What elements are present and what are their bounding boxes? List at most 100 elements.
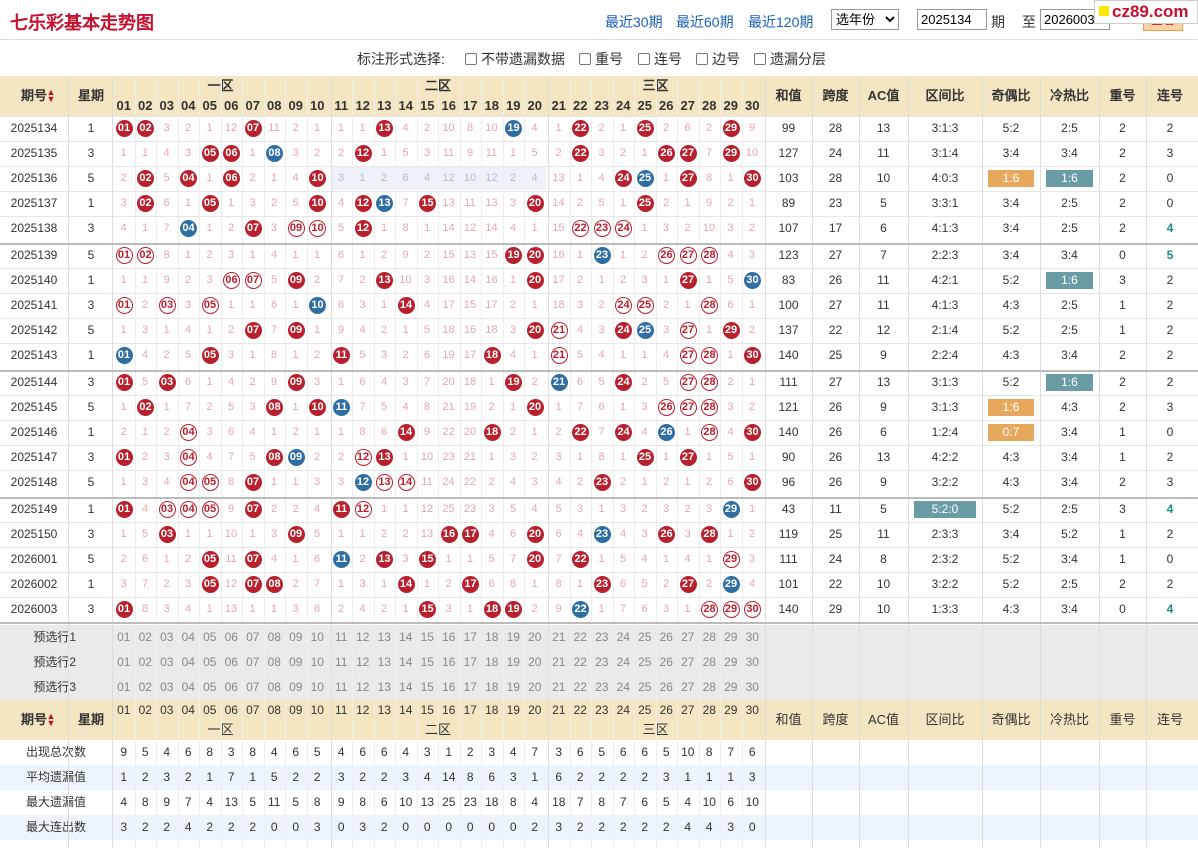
preselect-number[interactable]: 03 [160, 680, 174, 694]
preselect-number[interactable]: 06 [224, 680, 238, 694]
preselect-number[interactable]: 03 [160, 655, 174, 669]
preselect-number[interactable]: 14 [399, 655, 413, 669]
preselect-number[interactable]: 30 [745, 655, 759, 669]
preselect-number[interactable]: 14 [399, 680, 413, 694]
preselect-number[interactable]: 18 [485, 630, 499, 644]
preselect-number[interactable]: 06 [224, 655, 238, 669]
preselect-number[interactable]: 12 [356, 655, 370, 669]
preselect-number[interactable]: 07 [246, 680, 260, 694]
preselect-number[interactable]: 23 [595, 680, 609, 694]
preselect-number[interactable]: 23 [595, 655, 609, 669]
preselect-number[interactable]: 17 [463, 630, 477, 644]
preselect-number[interactable]: 09 [289, 680, 303, 694]
preselect-number[interactable]: 19 [506, 630, 520, 644]
recent-60-link[interactable]: 最近60期 [676, 14, 734, 30]
preselect-number[interactable]: 25 [638, 655, 652, 669]
preselect-number[interactable]: 24 [616, 655, 630, 669]
preselect-number[interactable]: 20 [528, 630, 542, 644]
preselect-number[interactable]: 28 [702, 680, 716, 694]
preselect-number[interactable]: 25 [638, 630, 652, 644]
preselect-number[interactable]: 24 [616, 630, 630, 644]
to-issue-input[interactable] [1040, 9, 1110, 30]
opt-no-miss[interactable]: 不带遗漏数据 [465, 49, 565, 69]
preselect-number[interactable]: 30 [745, 680, 759, 694]
preselect-number[interactable]: 06 [224, 630, 238, 644]
preselect-number[interactable]: 23 [595, 630, 609, 644]
checkbox-icon[interactable] [696, 53, 708, 65]
preselect-number[interactable]: 01 [117, 680, 131, 694]
issue-header[interactable]: 期号 [20, 88, 47, 103]
preselect-number[interactable]: 17 [463, 680, 477, 694]
preselect-number[interactable]: 29 [724, 680, 738, 694]
preselect-number[interactable]: 11 [335, 655, 348, 669]
preselect-number[interactable]: 03 [160, 630, 174, 644]
checkbox-icon[interactable] [465, 53, 477, 65]
preselect-number[interactable]: 05 [203, 680, 217, 694]
opt-consecutive[interactable]: 连号 [638, 49, 682, 69]
opt-repeat[interactable]: 重号 [579, 49, 623, 69]
preselect-number[interactable]: 28 [702, 630, 716, 644]
preselect-number[interactable]: 14 [399, 630, 413, 644]
preselect-number[interactable]: 16 [442, 630, 456, 644]
preselect-number[interactable]: 09 [289, 655, 303, 669]
preselect-number[interactable]: 22 [573, 680, 587, 694]
preselect-number[interactable]: 01 [117, 655, 131, 669]
preselect-number[interactable]: 18 [485, 655, 499, 669]
preselect-number[interactable]: 16 [442, 655, 456, 669]
preselect-number[interactable]: 25 [638, 680, 652, 694]
preselect-number[interactable]: 05 [203, 630, 217, 644]
preselect-number[interactable]: 04 [181, 630, 195, 644]
preselect-number[interactable]: 19 [506, 680, 520, 694]
preselect-number[interactable]: 12 [356, 680, 370, 694]
recent-30-link[interactable]: 最近30期 [605, 14, 663, 30]
preselect-number[interactable]: 19 [506, 655, 520, 669]
preselect-number[interactable]: 11 [335, 680, 348, 694]
preselect-number[interactable]: 13 [377, 655, 391, 669]
preselect-number[interactable]: 13 [377, 630, 391, 644]
preselect-number[interactable]: 20 [528, 680, 542, 694]
preselect-number[interactable]: 22 [573, 630, 587, 644]
preselect-number[interactable]: 02 [138, 655, 152, 669]
preselect-number[interactable]: 02 [138, 630, 152, 644]
preselect-number[interactable]: 30 [745, 630, 759, 644]
issue-header[interactable]: 期号 [20, 712, 47, 727]
preselect-number[interactable]: 04 [181, 655, 195, 669]
preselect-number[interactable]: 22 [573, 655, 587, 669]
preselect-number[interactable]: 07 [246, 655, 260, 669]
preselect-number[interactable]: 12 [356, 630, 370, 644]
preselect-number[interactable]: 15 [420, 630, 434, 644]
preselect-number[interactable]: 17 [463, 655, 477, 669]
preselect-number[interactable]: 26 [659, 630, 673, 644]
preselect-number[interactable]: 10 [310, 680, 324, 694]
opt-miss-layer[interactable]: 遗漏分层 [754, 49, 826, 69]
preselect-number[interactable]: 21 [552, 655, 566, 669]
preselect-number[interactable]: 26 [659, 655, 673, 669]
preselect-number[interactable]: 26 [659, 680, 673, 694]
preselect-number[interactable]: 28 [702, 655, 716, 669]
preselect-number[interactable]: 04 [181, 680, 195, 694]
preselect-number[interactable]: 27 [681, 655, 695, 669]
preselect-number[interactable]: 10 [310, 630, 324, 644]
preselect-number[interactable]: 05 [203, 655, 217, 669]
preselect-number[interactable]: 20 [528, 655, 542, 669]
preselect-number[interactable]: 02 [138, 680, 152, 694]
preselect-number[interactable]: 09 [289, 630, 303, 644]
preselect-number[interactable]: 21 [552, 680, 566, 694]
preselect-number[interactable]: 15 [420, 680, 434, 694]
preselect-number[interactable]: 29 [724, 655, 738, 669]
preselect-number[interactable]: 16 [442, 680, 456, 694]
preselect-number[interactable]: 21 [552, 630, 566, 644]
preselect-number[interactable]: 08 [267, 630, 281, 644]
from-issue-input[interactable] [917, 9, 987, 30]
preselect-number[interactable]: 24 [616, 680, 630, 694]
recent-120-link[interactable]: 最近120期 [748, 14, 814, 30]
preselect-number[interactable]: 08 [267, 680, 281, 694]
preselect-number[interactable]: 08 [267, 655, 281, 669]
checkbox-icon[interactable] [579, 53, 591, 65]
preselect-number[interactable]: 10 [310, 655, 324, 669]
preselect-number[interactable]: 15 [420, 655, 434, 669]
opt-edge[interactable]: 边号 [696, 49, 740, 69]
preselect-number[interactable]: 13 [377, 680, 391, 694]
preselect-number[interactable]: 11 [335, 630, 348, 644]
preselect-number[interactable]: 29 [724, 630, 738, 644]
